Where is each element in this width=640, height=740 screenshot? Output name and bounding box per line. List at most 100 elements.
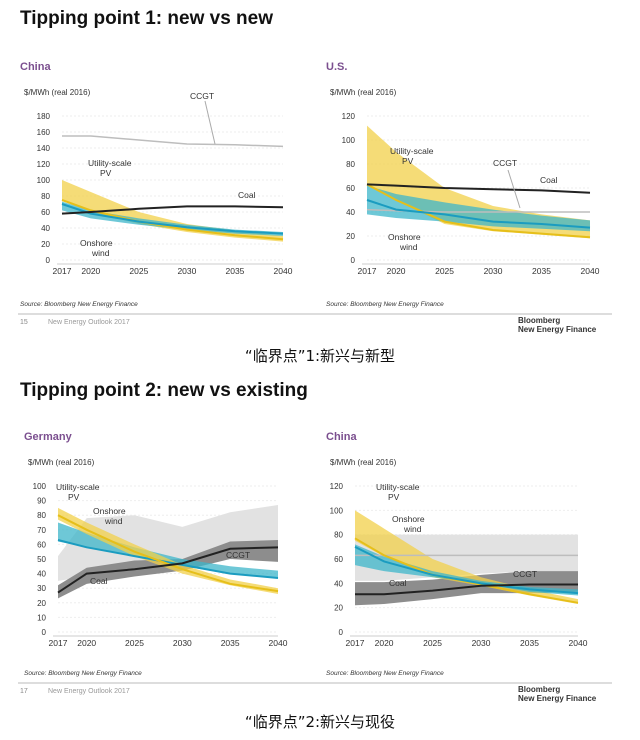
x-tick-label: 2030 [173,638,192,648]
chart-country-label: China [20,61,51,73]
x-tick-label: 2035 [532,266,551,276]
source-note: Source: Bloomberg New Energy Finance [20,301,138,308]
brand-logo-text: New Energy Finance [518,325,597,334]
label-leader-line [507,169,521,209]
line-wind [366,199,591,229]
series-label: wind [399,242,418,252]
y-tick-label: 60 [346,184,355,193]
x-tick-label: 2025 [423,638,442,648]
y-tick-label: 80 [346,160,355,169]
x-tick-label: 2040 [269,638,288,648]
x-tick-label: 2035 [221,638,240,648]
line-coal [61,205,284,215]
series-label: CCGT [226,550,250,560]
series-label: wind [403,524,422,534]
y-axis-unit-label: $/MWh (real 2016) [28,458,95,467]
band-wind [58,522,278,578]
y-tick-label: 100 [33,482,47,491]
y-tick-label: 60 [334,555,343,564]
y-tick-label: 100 [330,506,344,515]
y-axis-unit-label: $/MWh (real 2016) [330,88,397,97]
line-pv [366,183,591,239]
x-tick-label: 2020 [387,266,406,276]
y-axis-unit-label: $/MWh (real 2016) [24,88,91,97]
y-tick-label: 0 [339,628,344,637]
series-label: CCGT [493,158,517,168]
series-label: Onshore [392,514,425,524]
brand-logo-text: New Energy Finance [518,694,597,703]
x-tick-label: 2017 [346,638,365,648]
y-tick-label: 40 [334,579,343,588]
y-tick-label: 30 [37,584,46,593]
line-wind [354,545,579,595]
y-tick-label: 120 [342,112,356,121]
x-tick-label: 2020 [375,638,394,648]
series-label: CCGT [513,569,537,579]
band-pv [58,507,278,595]
chart-country-label: Germany [24,431,73,443]
y-tick-label: 120 [37,160,51,169]
series-label: Coal [238,190,256,200]
y-tick-label: 120 [330,482,344,491]
series-label: CCGT [190,91,214,101]
caption-1: “临界点”1:新兴与新型 [244,347,396,365]
line-coal [366,183,591,194]
series-label: wind [104,516,123,526]
chart-country-label: U.S. [326,61,347,73]
line-ccgt [366,208,590,213]
series-label: Utility-scale [376,482,420,492]
series-label: Coal [389,578,407,588]
y-tick-label: 40 [37,570,46,579]
chart-country-label: China [326,431,357,443]
y-tick-label: 10 [37,613,46,622]
y-tick-label: 90 [37,497,46,506]
x-tick-label: 2025 [129,266,148,276]
series-label: Onshore [93,506,126,516]
x-tick-label: 2040 [569,638,588,648]
series-label: Utility-scale [88,158,132,168]
series-label: Utility-scale [56,482,100,492]
label-leader-line [204,100,216,145]
source-note: Source: Bloomberg New Energy Finance [326,301,444,308]
y-tick-label: 180 [37,112,51,121]
y-tick-label: 70 [37,526,46,535]
x-tick-label: 2017 [53,266,72,276]
y-tick-label: 60 [41,208,50,217]
x-tick-label: 2030 [484,266,503,276]
y-tick-label: 80 [37,511,46,520]
source-note: Source: Bloomberg New Energy Finance [326,670,444,677]
y-tick-label: 20 [37,599,46,608]
band-range_dark [58,540,278,599]
brand-logo-text: Bloomberg [518,685,560,694]
line-coal [355,583,578,596]
y-tick-label: 20 [41,240,50,249]
x-tick-label: 2025 [125,638,144,648]
y-tick-label: 60 [37,540,46,549]
line-pv [61,199,284,241]
page-number: 15 [20,319,28,326]
x-tick-label: 2017 [358,266,377,276]
line-coal [57,546,279,594]
band-wind [367,185,590,232]
y-tick-label: 50 [37,555,46,564]
series-label: wind [91,248,110,258]
series-label: Coal [90,576,108,586]
footer-text: New Energy Outlook 2017 [48,688,130,695]
series-label: PV [402,156,414,166]
y-tick-label: 160 [37,128,51,137]
section-title-2: Tipping point 2: new vs existing [20,380,308,401]
series-label: PV [388,492,400,502]
x-tick-label: 2017 [49,638,68,648]
caption-2: “临界点”2:新兴与现役 [244,713,396,731]
band-pv [355,510,578,605]
y-axis-unit-label: $/MWh (real 2016) [330,458,397,467]
series-label: Onshore [388,232,421,242]
x-tick-label: 2035 [520,638,539,648]
x-tick-label: 2040 [274,266,293,276]
y-tick-label: 0 [46,256,51,265]
series-label: Onshore [80,238,113,248]
y-tick-label: 140 [37,144,51,153]
page-number: 17 [20,688,28,695]
y-tick-label: 100 [342,136,356,145]
x-tick-label: 2030 [177,266,196,276]
